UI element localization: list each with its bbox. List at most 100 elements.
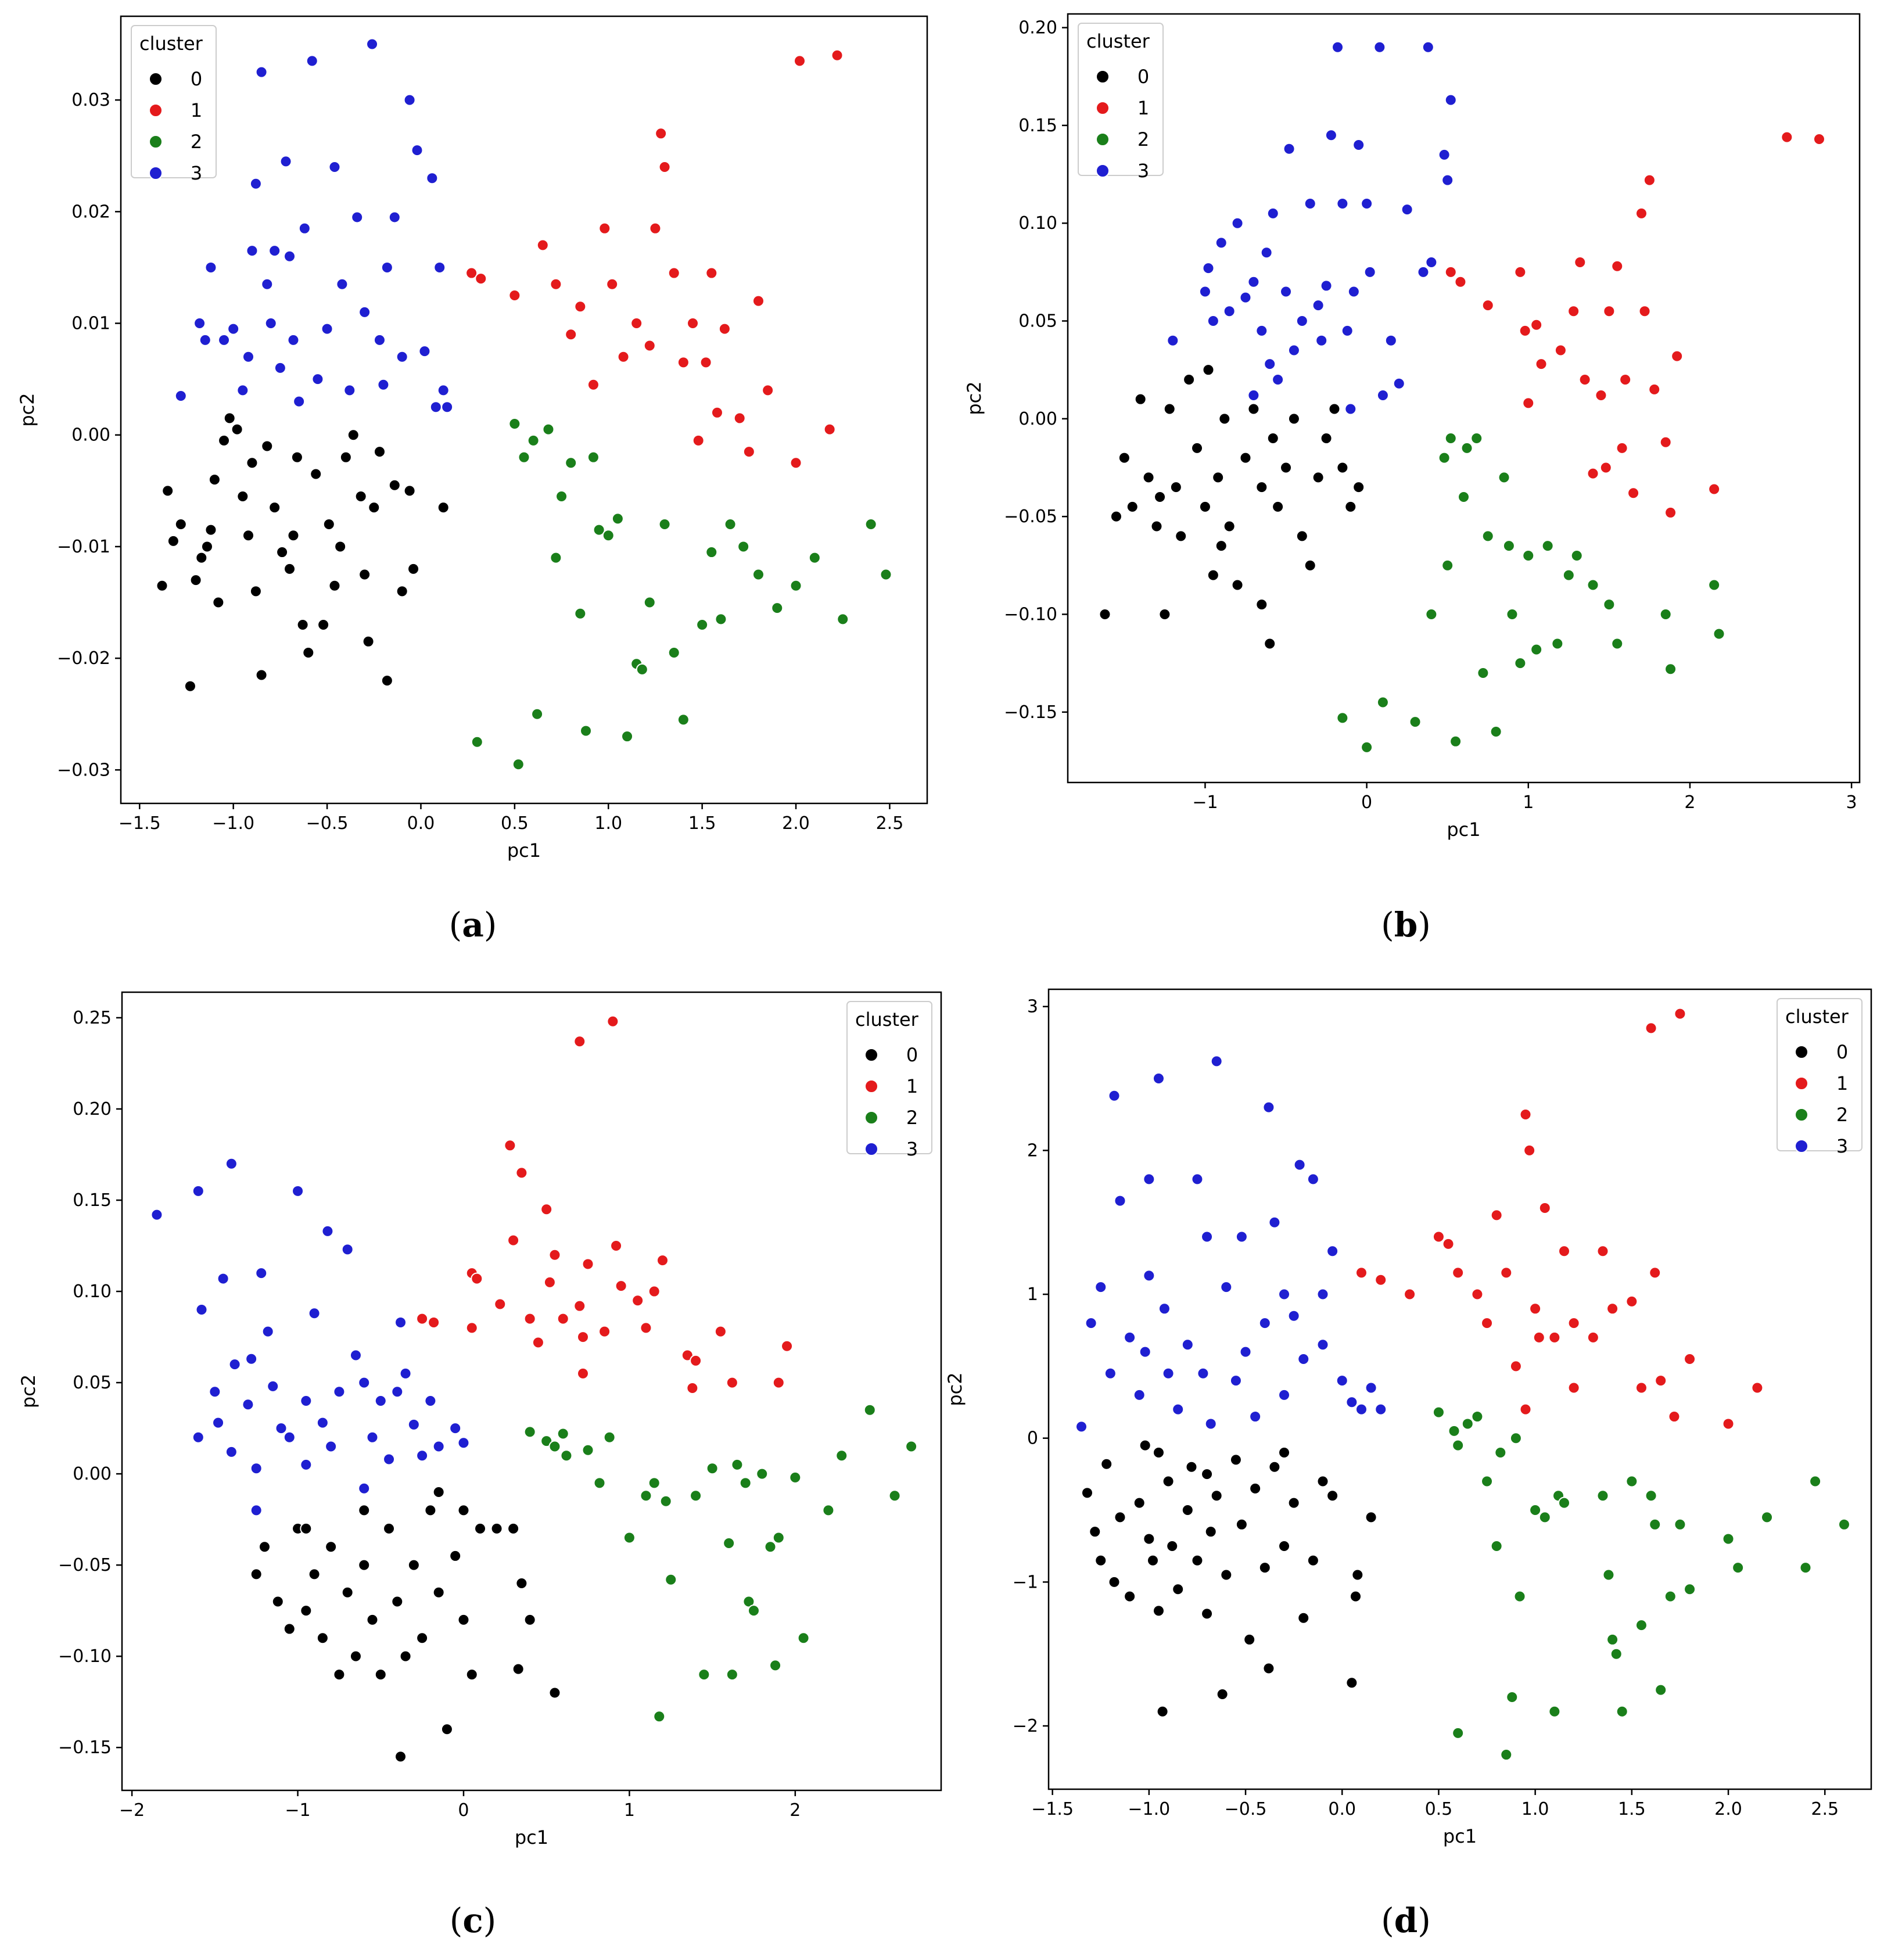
legend-title: cluster [139,33,203,55]
data-point [1352,481,1365,494]
data-point [598,222,611,235]
data-point [1239,451,1252,464]
data-point [1326,1245,1339,1258]
data-point [1154,491,1167,504]
data-point [1328,403,1341,415]
data-point [1316,1338,1329,1351]
data-point [1587,1331,1599,1344]
x-axis-label: pc1 [1447,819,1480,841]
y-tick-label: 0.10 [1018,213,1057,234]
data-point [598,1325,611,1338]
data-point [636,663,648,676]
data-point [705,267,718,279]
data-point [742,1595,755,1608]
data-point [1183,374,1196,386]
legend: cluster 0 1 2 3 [1777,998,1863,1157]
data-point [1304,198,1316,210]
data-point [1181,1338,1194,1351]
data-point [1239,291,1252,304]
data-point [465,1322,478,1334]
data-point [1551,637,1564,650]
data-point [1243,1633,1256,1646]
data-point [1799,1561,1812,1574]
data-point [1448,1424,1460,1437]
legend-label: 3 [191,162,202,184]
plot-area [1067,13,1861,784]
legend: cluster 0 1 2 3 [846,1001,932,1160]
data-point [527,434,540,447]
data-point [1139,1439,1151,1452]
legend-label: 2 [191,131,202,153]
data-point [1530,643,1543,656]
data-point [543,1276,556,1288]
data-point [1587,579,1599,591]
x-tick-label: 0 [458,1800,469,1821]
y-tick-label: 0.15 [1018,116,1057,136]
data-point [555,490,568,502]
data-point [358,1482,371,1495]
data-point [1268,1460,1281,1473]
data-point [300,1604,313,1617]
data-point [351,211,364,224]
legend-title: cluster [1785,1006,1849,1028]
data-point [1477,666,1490,679]
data-point [1425,608,1438,620]
data-point [391,1595,404,1608]
y-tick-label: −0.05 [58,1555,112,1575]
data-point [1191,1173,1204,1186]
data-point [293,395,306,408]
data-point [300,1458,313,1471]
data-point [457,1437,470,1449]
data-point [225,1445,238,1458]
legend-label: 2 [1137,128,1149,150]
data-point [1376,389,1389,401]
x-tick-label: 2 [790,1800,801,1821]
data-point [275,1422,288,1435]
y-tick-label: 2 [1027,1140,1038,1161]
data-point [1264,358,1276,371]
data-point [1341,324,1354,337]
data-point [1538,1511,1551,1524]
data-point [1409,716,1422,728]
data-point [296,618,309,631]
data-point [1287,1496,1300,1509]
data-point [396,350,408,363]
x-tick-label: 2 [1684,792,1695,813]
data-point [1432,1406,1445,1419]
data-point [246,245,259,257]
data-point [1470,432,1483,445]
data-point [1375,1403,1387,1416]
y-tick-label: −0.01 [57,537,110,557]
data-point [1393,377,1405,390]
data-point [715,613,727,626]
data-point [321,322,333,335]
data-point [333,1385,346,1398]
data-point [1320,279,1333,292]
data-point [1643,174,1656,186]
data-point [250,1462,263,1475]
data-point [218,333,231,346]
data-point [1235,1230,1248,1243]
data-point [284,250,296,263]
legend-label: 0 [1836,1041,1848,1063]
data-point [292,1184,304,1197]
panel-a: −1.5 −1.0 −0.5 0.0 0.5 1.0 1.5 2.0 2.5 −0.03 −0.02… [16,15,928,945]
data-point [1365,1511,1377,1524]
y-tick-label: 0.02 [71,202,110,222]
series-cluster-2 [1336,432,1725,753]
caption-letter: d [1394,1901,1418,1940]
legend-marker [1096,101,1110,115]
data-point [659,1495,672,1507]
data-point [822,1504,835,1517]
data-point [550,278,562,290]
series-cluster-1 [465,49,844,469]
legend-marker [149,103,163,117]
data-point [1384,334,1397,347]
data-point [1558,1245,1570,1258]
data-point [1260,246,1273,259]
data-point [411,144,424,157]
data-point [276,546,289,559]
data-point [1152,1072,1165,1085]
data-point [261,1325,274,1338]
data-point [677,713,690,726]
